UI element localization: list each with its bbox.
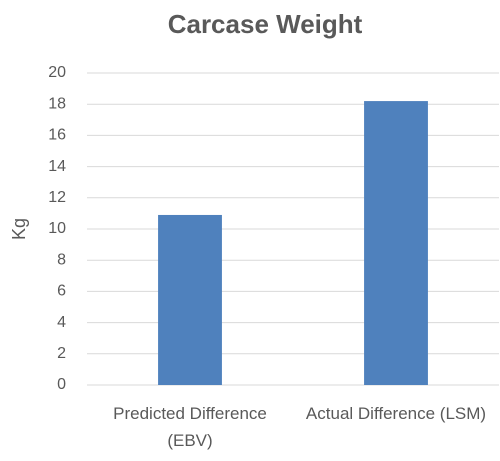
y-tick-label: 20 <box>48 64 66 81</box>
y-tick-label: 6 <box>57 283 66 300</box>
y-tick-label: 14 <box>48 158 66 175</box>
y-tick-label: 12 <box>48 189 66 206</box>
x-tick-label: Actual Difference (LSM) <box>305 404 487 423</box>
y-tick-label: 16 <box>48 127 66 144</box>
bar <box>364 101 428 385</box>
y-tick-label: 8 <box>57 251 66 268</box>
x-tick-label: Predicted Difference (EBV) <box>113 404 267 450</box>
y-tick-label: 10 <box>48 220 66 237</box>
y-tick-label: 4 <box>57 314 66 331</box>
y-tick-label: 18 <box>48 95 66 112</box>
y-axis-label: Kg <box>9 218 29 240</box>
bar <box>158 214 222 385</box>
y-tick-label: 2 <box>57 345 66 362</box>
y-tick-label: 0 <box>57 376 66 393</box>
chart-title: Carcase Weight <box>168 9 363 39</box>
